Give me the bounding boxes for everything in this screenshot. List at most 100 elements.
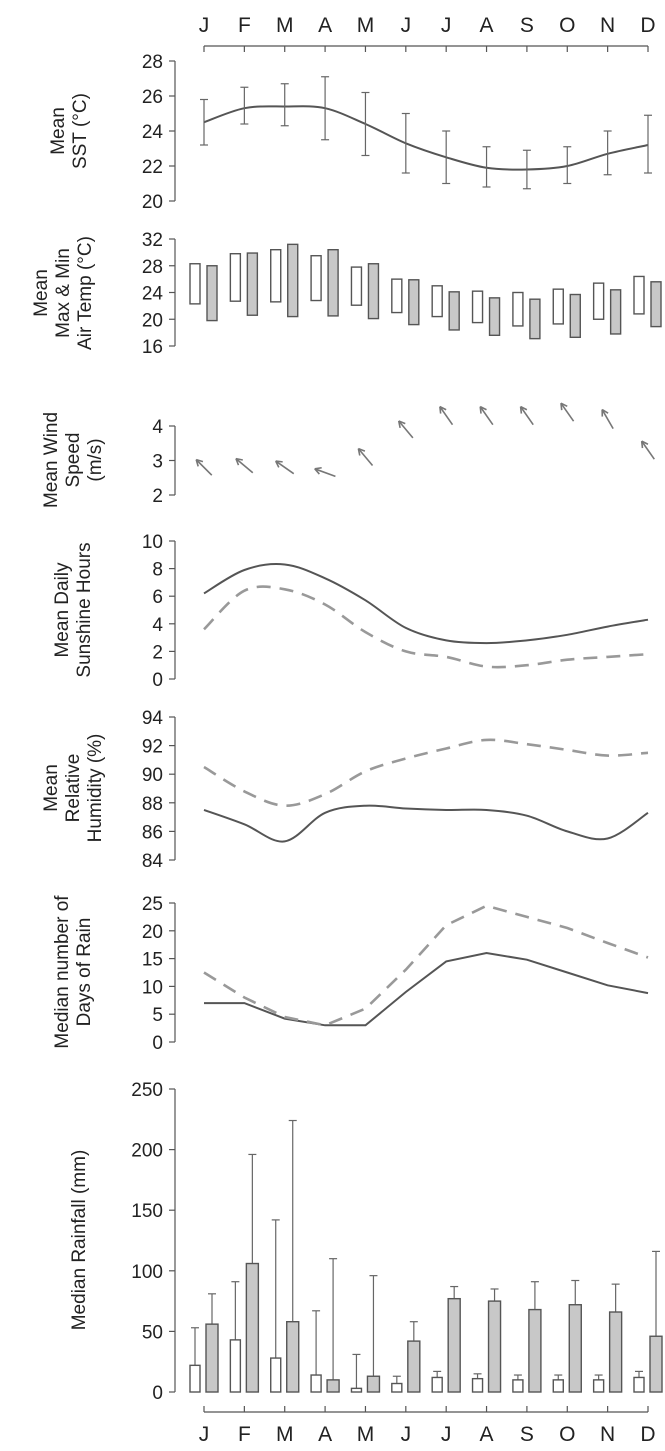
y-tick-label: 94 xyxy=(142,708,164,729)
air-temp-grey-box xyxy=(448,291,460,331)
y-tick-label: 86 xyxy=(142,822,163,843)
air-temp-open-box xyxy=(552,288,564,325)
wind-arrow-head xyxy=(519,406,523,414)
wind-arrow-shaft xyxy=(601,409,614,430)
solid-series-line xyxy=(204,951,649,1027)
y-axis-label-line: SST (°C) xyxy=(70,93,91,169)
dashed-series-line xyxy=(203,738,649,808)
wind-arrow-head xyxy=(235,458,240,466)
rain-grey-bar xyxy=(407,1340,421,1393)
month-label-top: J xyxy=(199,14,210,37)
month-label-top: M xyxy=(276,14,294,37)
month-label-bottom: J xyxy=(199,1423,210,1446)
month-label-bottom: S xyxy=(520,1423,534,1446)
y-tick-label: 100 xyxy=(131,1262,163,1283)
y-tick-label: 26 xyxy=(142,87,163,108)
wind-arrow-head xyxy=(195,458,204,463)
wind-arrow-head xyxy=(520,405,528,411)
y-axis-label-line: Speed xyxy=(63,433,84,488)
air-temp-grey-box xyxy=(609,289,622,335)
wind-arrow-shaft xyxy=(235,457,254,474)
y-tick-label: 20 xyxy=(142,192,163,213)
month-label-top: F xyxy=(238,14,251,37)
rain-open-bar xyxy=(633,1376,645,1393)
y-axis-label-line: Mean Wind xyxy=(41,412,62,508)
wind-arrow-shaft xyxy=(195,459,213,476)
y-tick-label: 84 xyxy=(142,851,164,872)
wind-arrow xyxy=(357,447,374,466)
y-tick-label: 0 xyxy=(152,670,163,691)
chart-panel-7: 0 50 100 150 200 250 Median Rainfall (mm) xyxy=(69,1080,663,1404)
air-temp-open-box xyxy=(391,278,403,314)
chart-panel-1: 20 22 24 26 28 MeanSST (°C) xyxy=(48,52,652,213)
air-temp-grey-box xyxy=(367,263,380,320)
y-axis-label: Median number ofDays of Rain xyxy=(52,895,95,1049)
month-label-top: O xyxy=(559,14,575,37)
y-tick-label: 6 xyxy=(152,587,163,608)
wind-arrow-head xyxy=(314,468,320,475)
wind-arrow xyxy=(397,420,414,439)
chart-panel-3: 2 3 4 Mean WindSpeed(m/s) xyxy=(41,402,655,508)
wind-arrow-head xyxy=(235,457,243,461)
y-axis-label: Mean DailySunshine Hours xyxy=(52,542,95,677)
month-label-bottom: A xyxy=(480,1423,494,1446)
wind-arrow-shaft xyxy=(314,468,336,478)
wind-arrow xyxy=(640,440,655,460)
rain-open-bar xyxy=(310,1374,322,1393)
y-axis-label: Median Rainfall (mm) xyxy=(69,1150,90,1331)
y-tick-label: 15 xyxy=(142,950,163,971)
y-tick-label: 5 xyxy=(152,1005,163,1026)
air-temp-grey-box xyxy=(569,293,581,339)
y-tick-label: 88 xyxy=(142,794,163,815)
sst-series-line xyxy=(203,105,649,171)
wind-arrow-shaft xyxy=(357,448,374,466)
solid-series-line xyxy=(203,563,649,645)
y-axis-label-line: Mean xyxy=(48,107,69,155)
wind-arrow-shaft xyxy=(479,406,494,426)
wind-arrow-head xyxy=(314,466,322,470)
month-label-bottom: F xyxy=(238,1423,251,1446)
y-axis-label-line: Sunshine Hours xyxy=(74,542,95,677)
wind-arrow-head xyxy=(479,405,487,411)
air-temp-open-box xyxy=(189,263,201,305)
rain-open-bar xyxy=(512,1379,524,1393)
month-label-top: S xyxy=(520,14,534,37)
wind-arrow-head xyxy=(479,406,482,414)
y-tick-label: 32 xyxy=(142,230,163,251)
month-label-bottom: A xyxy=(318,1423,332,1446)
rain-grey-bar xyxy=(205,1323,219,1393)
month-label-top: N xyxy=(600,14,615,37)
rain-grey-bar xyxy=(366,1375,381,1393)
rain-grey-bar xyxy=(608,1311,623,1393)
wind-arrow xyxy=(519,405,534,426)
month-label-bottom: M xyxy=(276,1423,294,1446)
air-temp-grey-box xyxy=(287,243,299,318)
rain-open-bar xyxy=(189,1364,201,1393)
y-axis-label-line: Median number of xyxy=(52,895,73,1049)
air-temp-grey-box xyxy=(529,298,541,340)
y-tick-label: 8 xyxy=(152,560,163,581)
wind-arrow xyxy=(195,458,213,476)
rain-grey-bar xyxy=(447,1297,461,1393)
air-temp-grey-box xyxy=(650,281,662,328)
y-tick-label: 20 xyxy=(142,922,163,943)
air-temp-open-box xyxy=(350,266,363,306)
rain-open-bar xyxy=(552,1379,564,1393)
y-axis-label: MeanSST (°C) xyxy=(48,93,91,169)
y-tick-label: 10 xyxy=(142,532,163,553)
y-tick-label: 16 xyxy=(142,337,163,358)
y-tick-label: 0 xyxy=(152,1383,163,1404)
chart-panel-5: 84 86 88 90 92 94 MeanRelativeHumidity (%) xyxy=(41,708,649,872)
wind-arrow-shaft xyxy=(275,460,295,475)
wind-arrow-head xyxy=(439,406,442,414)
y-axis-label-line: Humidity (%) xyxy=(85,734,106,843)
month-label-top: J xyxy=(441,14,452,37)
rain-grey-bar xyxy=(487,1300,502,1393)
wind-arrow-shaft xyxy=(560,402,575,422)
y-axis-label-line: (m/s) xyxy=(85,438,106,481)
rain-grey-bar xyxy=(245,1262,260,1393)
y-axis-label: MeanMax & MinAir Temp (°C) xyxy=(31,236,96,350)
dashed-series-line xyxy=(203,904,649,1027)
air-temp-grey-box xyxy=(408,279,420,326)
y-tick-label: 92 xyxy=(142,737,163,758)
